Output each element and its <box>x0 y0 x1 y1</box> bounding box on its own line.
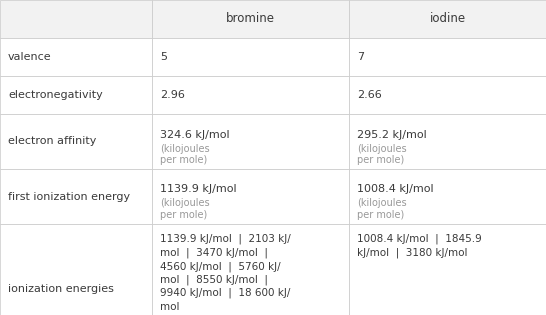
Text: 5: 5 <box>160 52 167 62</box>
Text: 4560 kJ/mol  |  5760 kJ/: 4560 kJ/mol | 5760 kJ/ <box>160 261 281 272</box>
Bar <box>349 76 546 114</box>
Text: 2.96: 2.96 <box>160 90 185 100</box>
Text: kJ/mol  |  3180 kJ/mol: kJ/mol | 3180 kJ/mol <box>357 248 467 258</box>
Text: 1008.4 kJ/mol  |  1845.9: 1008.4 kJ/mol | 1845.9 <box>357 234 482 244</box>
Bar <box>349 224 546 315</box>
Text: 1008.4 kJ/mol: 1008.4 kJ/mol <box>357 185 434 194</box>
Text: 1139.9 kJ/mol  |  2103 kJ/: 1139.9 kJ/mol | 2103 kJ/ <box>160 234 290 244</box>
Text: mol  |  3470 kJ/mol  |: mol | 3470 kJ/mol | <box>160 248 268 258</box>
Bar <box>349 38 546 76</box>
Text: 324.6 kJ/mol: 324.6 kJ/mol <box>160 129 229 140</box>
Bar <box>349 0 546 38</box>
Text: 295.2 kJ/mol: 295.2 kJ/mol <box>357 129 426 140</box>
Bar <box>349 114 546 169</box>
Text: ionization energies: ionization energies <box>8 284 114 294</box>
Text: 7: 7 <box>357 52 364 62</box>
Text: electronegativity: electronegativity <box>8 90 103 100</box>
Bar <box>152 114 349 169</box>
Text: 2.66: 2.66 <box>357 90 382 100</box>
Text: 1139.9 kJ/mol: 1139.9 kJ/mol <box>160 185 236 194</box>
Bar <box>152 169 349 224</box>
Bar <box>0 38 152 76</box>
Bar <box>0 169 152 224</box>
Text: electron affinity: electron affinity <box>8 136 97 146</box>
Bar <box>152 76 349 114</box>
Bar <box>152 0 349 38</box>
Text: (kilojoules
per mole): (kilojoules per mole) <box>160 198 210 220</box>
Text: iodine: iodine <box>429 13 466 26</box>
Text: valence: valence <box>8 52 52 62</box>
Bar <box>0 224 152 315</box>
Text: (kilojoules
per mole): (kilojoules per mole) <box>357 144 407 165</box>
Text: bromine: bromine <box>226 13 275 26</box>
Text: mol  |  8550 kJ/mol  |: mol | 8550 kJ/mol | <box>160 274 268 285</box>
Text: first ionization energy: first ionization energy <box>8 192 130 202</box>
Text: mol: mol <box>160 301 179 312</box>
Bar <box>0 0 152 38</box>
Bar <box>0 114 152 169</box>
Text: (kilojoules
per mole): (kilojoules per mole) <box>357 198 407 220</box>
Bar <box>152 38 349 76</box>
Bar <box>0 76 152 114</box>
Text: 9940 kJ/mol  |  18 600 kJ/: 9940 kJ/mol | 18 600 kJ/ <box>160 288 290 299</box>
Bar <box>152 224 349 315</box>
Bar <box>349 169 546 224</box>
Text: (kilojoules
per mole): (kilojoules per mole) <box>160 144 210 165</box>
